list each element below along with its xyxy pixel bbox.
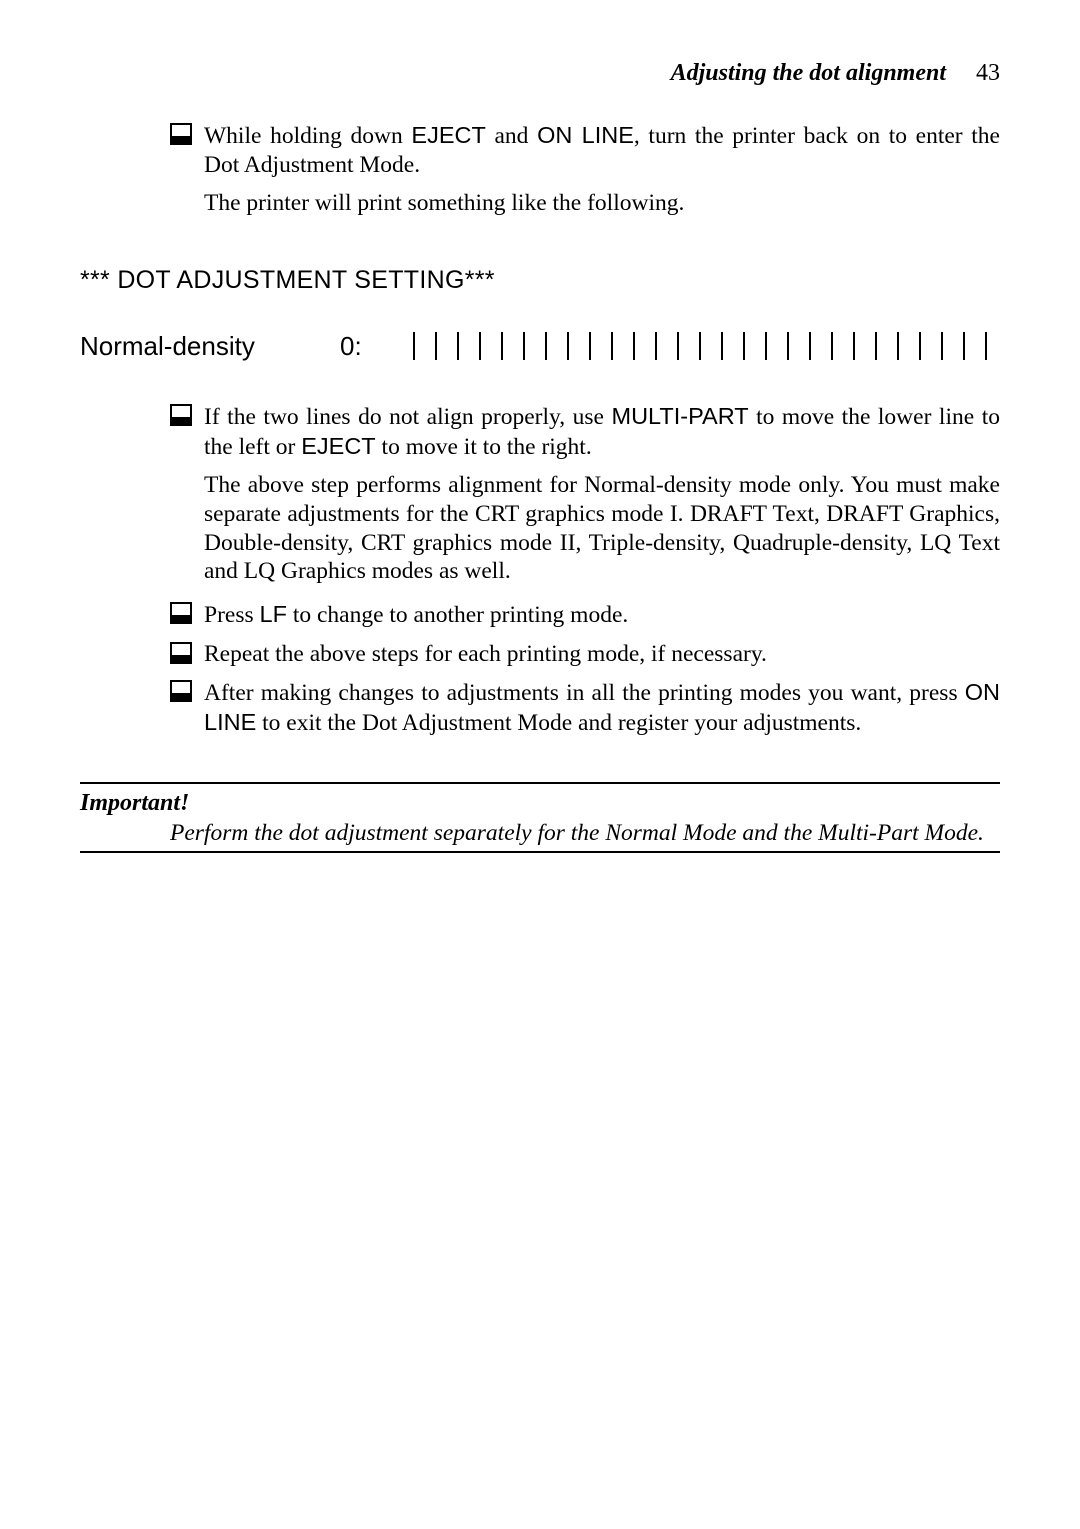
alignment-bars (410, 332, 1000, 360)
note-title: Important! (80, 790, 1000, 817)
sample-row: Normal-density 0: (80, 331, 1000, 362)
bullet-subtext: The printer will print something like th… (204, 189, 1000, 218)
text-run: to change to another printing mode. (287, 602, 628, 628)
bullet-item: Repeat the above steps for each printing… (170, 640, 1000, 669)
bullet-icon (170, 602, 198, 624)
text-run: If the two lines do not align properly, … (204, 404, 612, 430)
text-run: and (486, 123, 537, 149)
key-label: LF (260, 601, 287, 627)
bullet-item: If the two lines do not align properly, … (170, 402, 1000, 461)
bullet-subtext: The above step performs alignment for No… (204, 471, 1000, 586)
sample-label: Normal-density (80, 331, 340, 362)
bullet-icon (170, 123, 198, 145)
text-run: to exit the Dot Adjustment Mode and regi… (256, 710, 861, 736)
bullet-text: While holding down EJECT and ON LINE, tu… (204, 121, 1000, 179)
page-number: 43 (976, 60, 1000, 86)
bullet-text: If the two lines do not align properly, … (204, 402, 1000, 461)
running-head-title: Adjusting the dot alignment (671, 60, 946, 86)
horizontal-rule (80, 851, 1000, 853)
text-run: While holding down (204, 123, 411, 149)
text-run: to move it to the right. (376, 434, 592, 460)
key-label: EJECT (411, 122, 485, 148)
sample-heading: *** DOT ADJUSTMENT SETTING*** (80, 266, 1000, 295)
key-label: MULTI-PART (612, 403, 749, 429)
running-head: Adjusting the dot alignment 43 (80, 60, 1000, 87)
bullet-icon (170, 642, 198, 664)
bullet-item: While holding down EJECT and ON LINE, tu… (170, 121, 1000, 179)
text-run: After making changes to adjustments in a… (204, 680, 965, 706)
horizontal-rule (80, 782, 1000, 784)
bullet-icon (170, 680, 198, 702)
text-run: Press (204, 602, 260, 628)
bullet-icon (170, 404, 198, 426)
bullet-text: Repeat the above steps for each printing… (204, 640, 1000, 669)
bullet-text: Press LF to change to another printing m… (204, 600, 1000, 630)
note-body: Perform the dot adjustment separately fo… (170, 819, 1000, 848)
note-block: Important! Perform the dot adjustment se… (80, 782, 1000, 854)
key-label: ON LINE (537, 122, 634, 148)
key-label: EJECT (301, 433, 375, 459)
bullet-text: After making changes to adjustments in a… (204, 678, 1000, 737)
bullet-item: After making changes to adjustments in a… (170, 678, 1000, 737)
sample-value: 0: (340, 331, 410, 362)
bullet-item: Press LF to change to another printing m… (170, 600, 1000, 630)
